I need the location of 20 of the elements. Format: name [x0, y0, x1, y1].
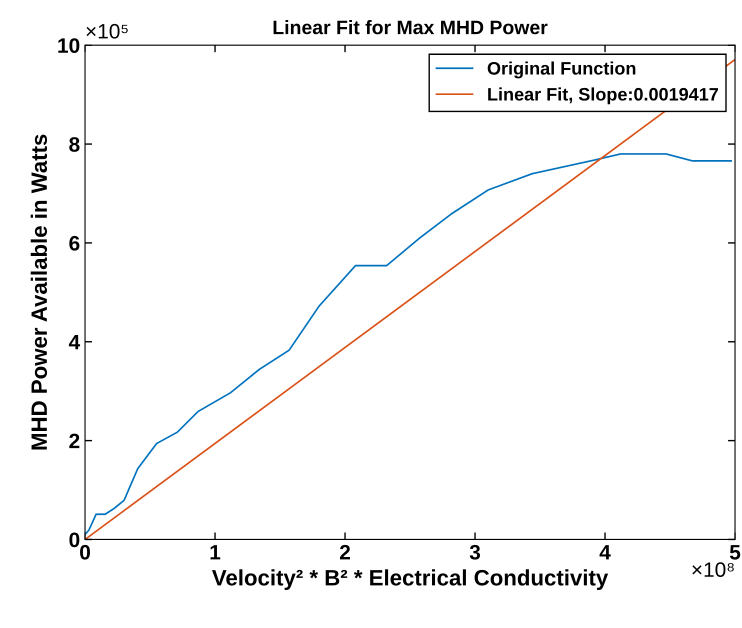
y-tick-label: 2 — [69, 434, 80, 448]
y-tick-label: 8 — [69, 137, 80, 152]
legend-label: Original Function — [488, 61, 636, 78]
x-tick-label: 5 — [730, 545, 740, 560]
text: ×10⁸ — [692, 562, 734, 577]
text: ×10⁵ — [86, 24, 128, 39]
x-tick-label: 1 — [210, 545, 220, 560]
x-tick-label: 2 — [340, 544, 350, 560]
y-tick-label: 0 — [69, 532, 80, 548]
x-axis-title: Velocity² * B² * Electrical Conductivity — [212, 569, 608, 590]
y-tick-label: 4 — [68, 334, 80, 350]
x-tick-label: 0 — [80, 544, 90, 560]
y-axis-title: MHD Power Available in Watts — [30, 134, 48, 450]
legend-label: Linear Fit, Slope:0.0019417 — [488, 87, 718, 104]
chart-title: Linear Fit for Max MHD Power — [274, 20, 548, 34]
line-series — [85, 153, 732, 536]
x-tick-label: 4 — [600, 545, 611, 560]
y-tick-label: 6 — [69, 236, 80, 251]
y-tick-label: 10 — [58, 38, 80, 53]
x-tick-label: 3 — [470, 544, 480, 560]
